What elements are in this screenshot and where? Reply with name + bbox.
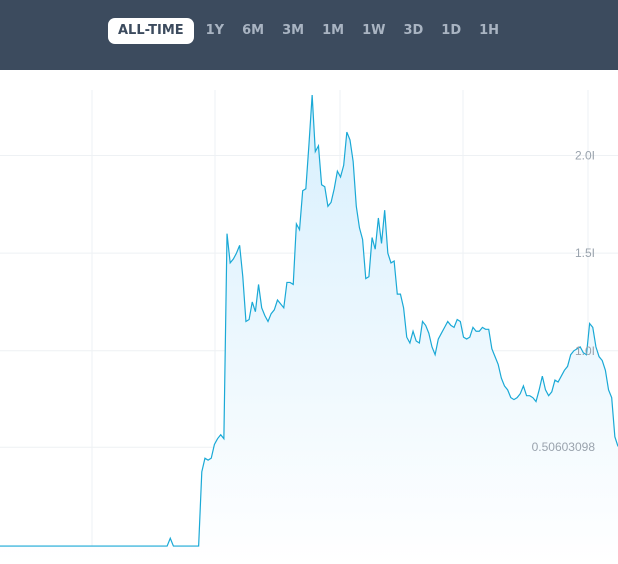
tab-1y[interactable]: 1Y <box>205 23 225 38</box>
y-tick-label: 1.5I <box>575 246 595 260</box>
y-axis-labels: 2.0I 1.5I 1.0I 0.50603098 <box>532 149 596 455</box>
tab-1w[interactable]: 1W <box>362 23 386 38</box>
tab-3m[interactable]: 3M <box>282 23 305 38</box>
price-chart[interactable]: 2.0I 1.5I 1.0I 0.50603098 <box>0 70 618 564</box>
y-tick-label: 0.50603098 <box>532 440 596 454</box>
price-line <box>0 94 618 547</box>
tab-6m[interactable]: 6M <box>242 23 265 38</box>
y-tick-label: 2.0I <box>575 149 595 163</box>
y-tick-label: 1.0I <box>575 344 595 358</box>
price-area <box>0 95 618 564</box>
tab-1d[interactable]: 1D <box>441 23 462 38</box>
tab-1h[interactable]: 1H <box>479 23 500 38</box>
tab-all-time[interactable]: ALL-TIME <box>108 18 194 44</box>
tab-1m[interactable]: 1M <box>322 23 345 38</box>
top-bar: ALL-TIME 1Y 6M 3M 1M 1W 3D 1D 1H <box>0 0 618 70</box>
range-tabs: ALL-TIME 1Y 6M 3M 1M 1W 3D 1D 1H <box>108 18 508 44</box>
tab-3d[interactable]: 3D <box>403 23 424 38</box>
